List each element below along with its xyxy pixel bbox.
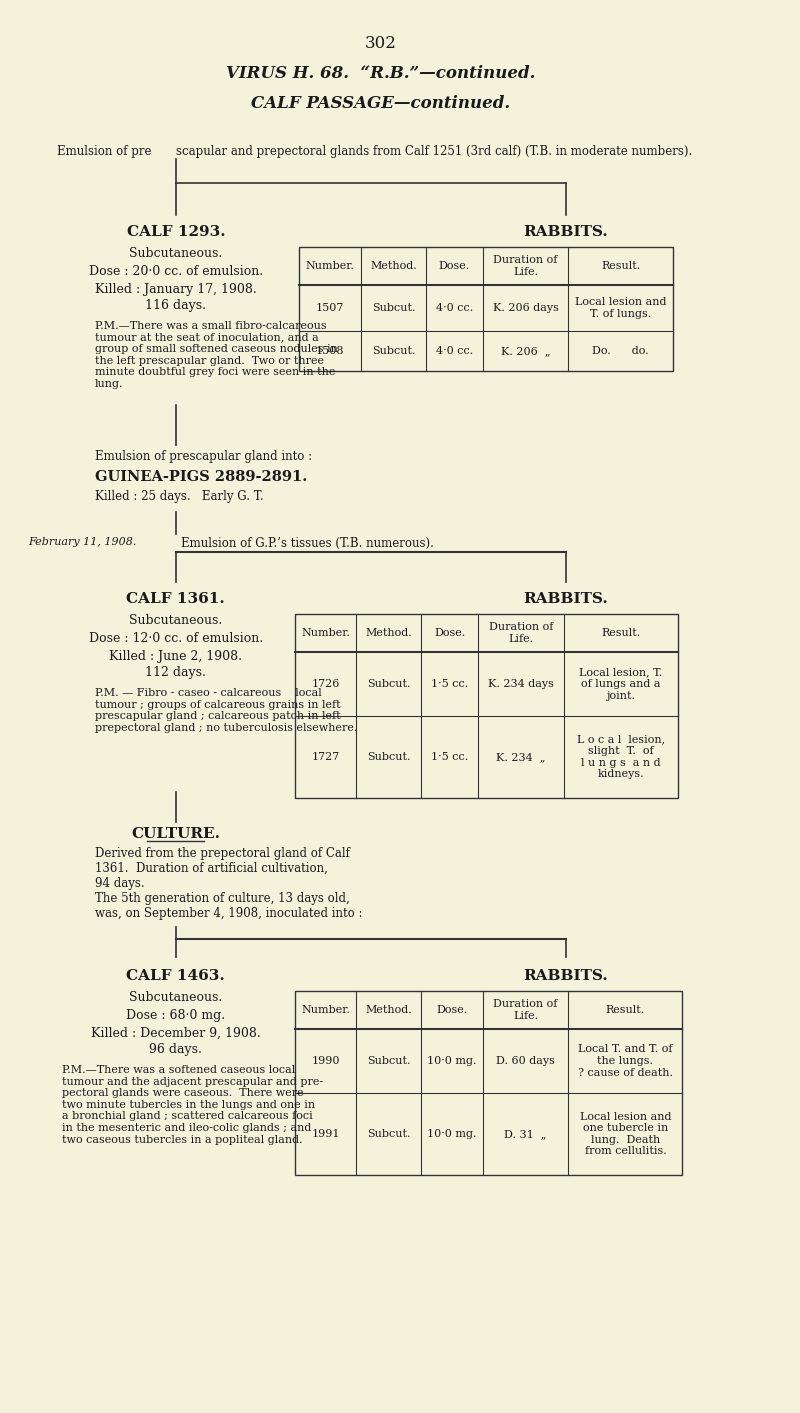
Text: Local lesion, T.
of lungs and a
joint.: Local lesion, T. of lungs and a joint. [579,667,662,701]
Text: Killed : January 17, 1908.: Killed : January 17, 1908. [95,283,257,295]
Text: 1·5 cc.: 1·5 cc. [431,680,468,690]
Text: 1508: 1508 [316,346,345,356]
Text: 302: 302 [364,35,396,52]
Text: RABBITS.: RABBITS. [523,225,608,239]
Text: Result.: Result. [601,627,640,639]
Text: Local lesion and
one tubercle in
lung.  Death
from cellulitis.: Local lesion and one tubercle in lung. D… [580,1112,671,1156]
Text: CALF 1293.: CALF 1293. [126,225,225,239]
Text: D. 31  „: D. 31 „ [504,1129,547,1139]
Text: 112 days.: 112 days. [146,666,206,680]
Text: L o c a l  lesion,
slight  T.  of
l u n g s  a n d
kidneys.: L o c a l lesion, slight T. of l u n g s… [577,735,665,780]
Text: 1990: 1990 [311,1056,340,1065]
Text: Subcutaneous.: Subcutaneous. [130,615,222,627]
Text: Dose : 20·0 cc. of emulsion.: Dose : 20·0 cc. of emulsion. [89,266,263,278]
Text: RABBITS.: RABBITS. [523,969,608,983]
Text: CULTURE.: CULTURE. [131,827,220,841]
Text: Duration of
Life.: Duration of Life. [494,256,558,277]
Text: Dose.: Dose. [438,261,470,271]
Text: CALF PASSAGE—continued.: CALF PASSAGE—continued. [250,95,510,112]
Text: Killed : 25 days.   Early G. T.: Killed : 25 days. Early G. T. [95,490,264,503]
Text: Subcutaneous.: Subcutaneous. [130,247,222,260]
Text: GUINEA-PIGS 2889-2891.: GUINEA-PIGS 2889-2891. [95,471,307,485]
Text: Number.: Number. [306,261,354,271]
Text: RABBITS.: RABBITS. [523,592,608,606]
Text: 4·0 cc.: 4·0 cc. [436,302,473,314]
Text: Killed : June 2, 1908.: Killed : June 2, 1908. [110,650,242,663]
Text: K. 234  „: K. 234 „ [496,752,546,762]
Text: 1726: 1726 [311,680,340,690]
Text: K. 206 days: K. 206 days [493,302,558,314]
Text: CALF 1361.: CALF 1361. [126,592,226,606]
Text: Subcut.: Subcut. [372,346,415,356]
Text: 1507: 1507 [316,302,345,314]
Text: Subcut.: Subcut. [367,1056,410,1065]
Text: Number.: Number. [301,1005,350,1015]
Text: February 11, 1908.: February 11, 1908. [29,537,137,547]
Text: Method.: Method. [366,627,412,639]
Text: Subcut.: Subcut. [367,680,410,690]
Text: P.M. — Fibro - caseo - calcareous    local
tumour ; groups of calcareous grains : P.M. — Fibro - caseo - calcareous local … [95,688,358,733]
Text: 96 days.: 96 days. [150,1043,202,1056]
Text: Dose.: Dose. [436,1005,467,1015]
Text: Subcut.: Subcut. [367,752,410,762]
Bar [294,615,678,798]
Text: Duration of
Life.: Duration of Life. [494,999,558,1020]
Text: 1727: 1727 [311,752,340,762]
Text: Local lesion and
T. of lungs.: Local lesion and T. of lungs. [575,297,666,319]
Text: Method.: Method. [366,1005,412,1015]
Bar [294,991,682,1176]
Text: Emulsion of G.P.’s tissues (T.B. numerous).: Emulsion of G.P.’s tissues (T.B. numerou… [181,537,434,550]
Text: Dose : 68·0 mg.: Dose : 68·0 mg. [126,1009,226,1022]
Text: Emulsion of pre: Emulsion of pre [57,146,151,158]
Text: Subcut.: Subcut. [372,302,415,314]
Text: Method.: Method. [370,261,417,271]
Text: 10·0 mg.: 10·0 mg. [427,1129,477,1139]
Text: K. 234 days: K. 234 days [488,680,554,690]
Text: P.M.—There was a small fibro-calcareous
tumour at the seat of inoculation, and a: P.M.—There was a small fibro-calcareous … [95,321,338,389]
Text: Number.: Number. [301,627,350,639]
Text: 10·0 mg.: 10·0 mg. [427,1056,477,1065]
Text: CALF 1463.: CALF 1463. [126,969,226,983]
Text: P.M.—There was a softened caseous local
tumour and the adjacent prescapular and : P.M.—There was a softened caseous local … [62,1065,323,1145]
Text: Killed : December 9, 1908.: Killed : December 9, 1908. [91,1027,261,1040]
Text: Dose : 12·0 cc. of emulsion.: Dose : 12·0 cc. of emulsion. [89,632,263,644]
Text: VIRUS H. 68.  “R.B.”—continued.: VIRUS H. 68. “R.B.”—continued. [226,65,535,82]
Text: Subcutaneous.: Subcutaneous. [130,991,222,1005]
Text: scapular and prepectoral glands from Calf 1251 (3rd calf) (T.B. in moderate numb: scapular and prepectoral glands from Cal… [176,146,692,158]
Text: K. 206  „: K. 206 „ [501,346,550,356]
Bar [299,247,673,372]
Text: Emulsion of prescapular gland into :: Emulsion of prescapular gland into : [95,449,312,463]
Text: 1991: 1991 [311,1129,340,1139]
Text: 116 days.: 116 days. [146,300,206,312]
Text: D. 60 days: D. 60 days [496,1056,555,1065]
Text: Result.: Result. [606,1005,645,1015]
Text: Dose.: Dose. [434,627,465,639]
Text: Subcut.: Subcut. [367,1129,410,1139]
Text: Derived from the prepectoral gland of Calf
1361.  Duration of artificial cultiva: Derived from the prepectoral gland of Ca… [95,846,362,920]
Text: Do.      do.: Do. do. [592,346,649,356]
Text: Result.: Result. [601,261,640,271]
Text: 4·0 cc.: 4·0 cc. [436,346,473,356]
Text: Local T. and T. of
the lungs.
? cause of death.: Local T. and T. of the lungs. ? cause of… [578,1044,673,1078]
Text: 1·5 cc.: 1·5 cc. [431,752,468,762]
Text: Duration of
Life.: Duration of Life. [489,622,553,644]
